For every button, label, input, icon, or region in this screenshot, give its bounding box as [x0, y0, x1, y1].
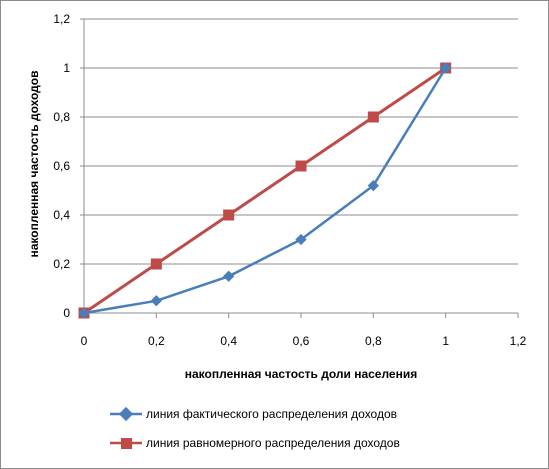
data-point-actual: [150, 295, 162, 307]
data-point-uniform: [295, 160, 307, 172]
data-point-actual: [295, 233, 307, 246]
tick-labels: 0 0,2 0,4 0,6 0,8 1 1,2 0 0,2 0,4 0,6 0,8 1 1,2: [53, 12, 526, 348]
legend-label-uniform: линия равномерного распределения доходов: [146, 436, 400, 450]
data-point-uniform: [223, 209, 235, 221]
x-tick-label: 0,2: [148, 334, 165, 348]
y-tick-label: 0,6: [53, 159, 70, 173]
y-tick-label: 0,2: [53, 257, 70, 271]
legend-label-actual: линия фактического распределения доходов: [146, 407, 397, 421]
x-tick-label: 1: [442, 334, 449, 348]
x-tick-label: 0: [81, 334, 88, 348]
data-point-actual: [223, 270, 235, 282]
y-tick-label: 1,2: [53, 12, 70, 26]
data-point-actual: [367, 179, 379, 192]
y-axis-title: накопленная частость доходов: [27, 71, 41, 258]
x-axis-title: накопленная частость доли населения: [185, 367, 417, 381]
legend-marker-actual: [118, 406, 134, 422]
legend: линия фактического распределения доходов…: [110, 406, 400, 450]
data-point-uniform: [150, 258, 162, 270]
y-tick-label: 0,4: [53, 208, 70, 222]
x-tick-label: 0,4: [220, 334, 237, 348]
y-tick-label: 0: [63, 306, 70, 320]
series-line-actual: [83, 67, 447, 315]
gridlines: [84, 18, 518, 265]
legend-marker-uniform: [121, 438, 132, 449]
legend-item-actual: линия фактического распределения доходов: [110, 406, 397, 422]
x-tick-label: 0,8: [365, 334, 382, 348]
series-layer: [78, 62, 452, 319]
x-tick-label: 0,6: [293, 334, 310, 348]
y-tick-label: 1: [63, 61, 70, 75]
y-tick-label: 0,8: [53, 110, 70, 124]
legend-item-uniform: линия равномерного распределения доходов: [110, 436, 400, 450]
x-tick-label: 1,2: [510, 334, 527, 348]
series-line-uniform: [83, 66, 447, 315]
data-point-uniform: [367, 111, 379, 123]
